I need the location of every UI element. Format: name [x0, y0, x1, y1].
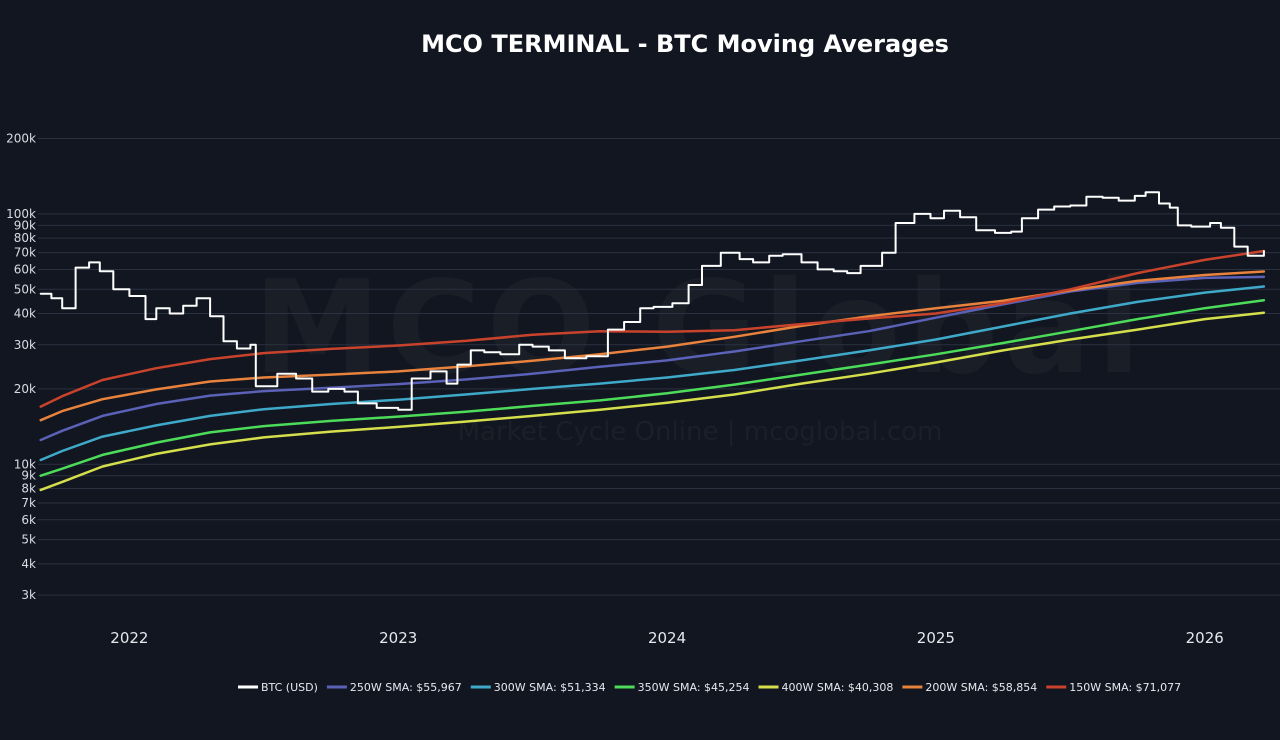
legend-label: 400W SMA: $40,308 — [782, 681, 894, 694]
y-tick-label: 40k — [14, 307, 36, 321]
legend-item[interactable]: 300W SMA: $51,334 — [470, 681, 606, 694]
x-axis-ticks: 2022 2023 2024 2025 2026 — [110, 629, 1224, 647]
legend-label: 150W SMA: $71,077 — [1069, 681, 1181, 694]
y-tick-label: 3k — [21, 588, 36, 602]
legend-item[interactable]: 400W SMA: $40,308 — [758, 681, 894, 694]
legend-label: 250W SMA: $55,967 — [350, 681, 462, 694]
legend-item[interactable]: 200W SMA: $58,854 — [902, 681, 1037, 694]
series-line-1 — [39, 275, 1266, 442]
x-tick-label: 2023 — [379, 629, 417, 647]
x-tick-label: 2025 — [917, 629, 955, 647]
y-tick-label: 80k — [14, 231, 36, 245]
legend-label: 350W SMA: $45,254 — [638, 681, 750, 694]
y-tick-label: 100k — [6, 207, 36, 221]
series-line-3 — [39, 298, 1266, 477]
y-tick-label: 90k — [14, 218, 36, 232]
series-lines — [39, 191, 1266, 492]
y-tick-label: 7k — [21, 496, 36, 510]
series-line-0 — [39, 191, 1265, 411]
legend-item[interactable]: 250W SMA: $55,967 — [326, 681, 462, 694]
y-tick-label: 60k — [14, 262, 36, 276]
legend-item[interactable]: 350W SMA: $45,254 — [614, 681, 750, 694]
y-tick-label: 30k — [14, 338, 36, 352]
x-tick-label: 2022 — [110, 629, 148, 647]
chart-title: MCO TERMINAL - BTC Moving Averages — [421, 30, 949, 58]
x-tick-label: 2026 — [1186, 629, 1224, 647]
legend[interactable]: BTC (USD) 250W SMA: $55,967 300W SMA: $51,… — [238, 681, 1181, 694]
x-tick-label: 2024 — [648, 629, 686, 647]
series-line-6 — [39, 249, 1266, 408]
watermark-sub: Market Cycle Online | mcoglobal.com — [458, 417, 943, 447]
y-tick-label: 200k — [6, 132, 36, 146]
y-tick-label: 70k — [14, 246, 36, 260]
y-tick-label: 50k — [14, 282, 36, 296]
legend-label: 300W SMA: $51,334 — [494, 681, 606, 694]
legend-item[interactable]: BTC (USD) — [238, 681, 318, 694]
legend-item[interactable]: 150W SMA: $71,077 — [1046, 681, 1181, 694]
y-tick-label: 8k — [21, 482, 36, 496]
watermark-main: MCO Global — [253, 254, 1146, 403]
series-line-2 — [39, 285, 1266, 462]
y-tick-label: 20k — [14, 382, 36, 396]
watermark: MCO Global Market Cycle Online | mcoglob… — [253, 254, 1146, 447]
y-tick-label: 6k — [21, 513, 36, 527]
legend-label: 200W SMA: $58,854 — [925, 681, 1037, 694]
y-tick-label: 9k — [21, 469, 36, 483]
y-tick-label: 5k — [21, 533, 36, 547]
y-tick-label: 4k — [21, 557, 36, 571]
y-tick-label: 10k — [14, 457, 36, 471]
series-line-4 — [39, 311, 1266, 492]
legend-label: BTC (USD) — [261, 681, 318, 694]
